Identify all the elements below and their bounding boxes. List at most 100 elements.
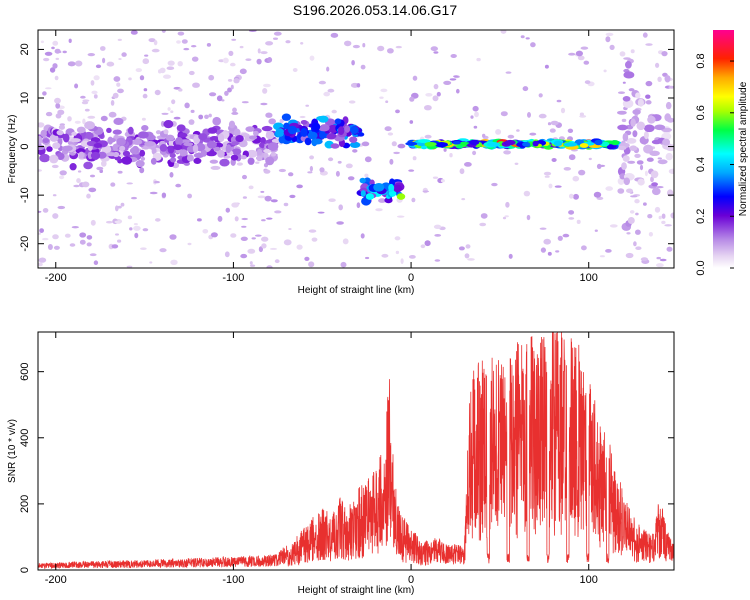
spectrogram-noise-blob bbox=[304, 256, 310, 261]
spectrogram-noise-blob bbox=[599, 255, 605, 258]
spectrogram-signal-blob bbox=[553, 140, 563, 147]
spectrogram-noise-blob bbox=[443, 80, 452, 85]
spectrogram-signal-blob bbox=[283, 122, 290, 130]
spectrogram-noise-blob bbox=[154, 89, 161, 96]
spectrogram-noise-blob bbox=[400, 258, 404, 264]
spectrogram-noise-blob bbox=[622, 81, 626, 84]
spectrogram-noise-blob bbox=[266, 265, 273, 268]
spectrogram-signal-blob bbox=[312, 122, 321, 131]
spectrogram-signal-blob bbox=[259, 142, 265, 149]
spectrogram-signal-blob bbox=[334, 118, 342, 125]
spectrogram-noise-blob bbox=[82, 118, 86, 125]
spectrogram-noise-blob bbox=[345, 163, 353, 169]
spectrogram-noise-blob bbox=[384, 126, 392, 132]
spectrogram-noise-blob bbox=[67, 61, 76, 67]
spectrogram-noise-blob bbox=[184, 102, 190, 109]
spectrogram-noise-blob bbox=[128, 77, 132, 81]
spectrogram-noise-blob bbox=[395, 45, 402, 49]
spectrogram-signal-blob bbox=[623, 177, 630, 186]
spectrogram-signal-blob bbox=[225, 144, 232, 154]
spectrogram-signal-blob bbox=[649, 150, 660, 156]
spectrogram-noise-blob bbox=[377, 45, 385, 52]
spectrogram-noise-blob bbox=[106, 61, 115, 67]
spectrogram-signal-blob bbox=[116, 137, 126, 146]
spectrogram-noise-blob bbox=[283, 202, 289, 207]
spectrogram-noise-blob bbox=[348, 100, 356, 104]
spectrogram-signal-blob bbox=[246, 149, 258, 158]
spectrogram-noise-blob bbox=[500, 111, 508, 117]
spectrogram-noise-blob bbox=[100, 46, 106, 51]
spectrogram-noise-blob bbox=[265, 41, 274, 46]
spectrogram-noise-blob bbox=[603, 69, 607, 73]
spectrogram-noise-blob bbox=[317, 211, 325, 214]
spectrogram-noise-blob bbox=[110, 182, 116, 187]
snr-y-tick-label: 200 bbox=[19, 495, 31, 513]
spectrogram-noise-blob bbox=[351, 60, 355, 66]
spectrogram-noise-blob bbox=[433, 224, 442, 229]
spectrogram-noise-blob bbox=[381, 253, 389, 258]
spectrogram-noise-blob bbox=[216, 95, 223, 102]
spectrogram-noise-blob bbox=[209, 92, 217, 97]
spectrogram-noise-blob bbox=[80, 95, 86, 99]
spectrogram-noise-blob bbox=[191, 45, 197, 48]
spectrogram-noise-blob bbox=[241, 225, 247, 228]
spectrogram-noise-blob bbox=[261, 236, 269, 242]
spectrogram-noise-blob bbox=[131, 196, 137, 200]
spectrogram-noise-blob bbox=[120, 202, 125, 207]
spectrogram-noise-blob bbox=[139, 167, 145, 174]
spectrogram-noise-blob bbox=[133, 223, 138, 226]
spectrogram-noise-blob bbox=[153, 180, 160, 184]
spectrogram-signal-blob bbox=[594, 139, 603, 146]
spectrogram-signal-blob bbox=[486, 142, 501, 147]
spectrogram-noise-blob bbox=[117, 205, 122, 209]
spectrogram-signal-blob bbox=[168, 139, 175, 147]
spectrogram-noise-blob bbox=[62, 50, 67, 54]
spectrogram-signal-blob bbox=[349, 141, 361, 148]
spectrogram-noise-blob bbox=[257, 195, 266, 199]
spectrogram-noise-blob bbox=[38, 210, 42, 213]
spectrogram-noise-blob bbox=[635, 212, 639, 216]
spectrogram-signal-blob bbox=[606, 144, 614, 150]
spectrogram-signal-blob bbox=[647, 115, 656, 124]
colorbar-gradient bbox=[713, 30, 734, 268]
spectrogram-noise-blob bbox=[547, 122, 552, 126]
spectrogram-noise-blob bbox=[44, 87, 52, 90]
snr-x-tick-label: 0 bbox=[408, 574, 414, 586]
spectrogram-noise-blob bbox=[188, 70, 195, 76]
spectrogram-noise-blob bbox=[149, 261, 153, 264]
spectrogram-noise-blob bbox=[605, 186, 613, 191]
spectrogram-noise-blob bbox=[51, 46, 55, 50]
spectrogram-noise-blob bbox=[470, 115, 474, 119]
spectrogram-noise-blob bbox=[453, 75, 459, 78]
spectrogram-signal-blob bbox=[46, 146, 53, 152]
snr-y-tick-label: 600 bbox=[19, 362, 31, 380]
spectrogram-noise-blob bbox=[576, 219, 581, 224]
spectrogram-signal-blob bbox=[300, 127, 308, 137]
spectrogram-noise-blob bbox=[491, 182, 498, 187]
spectrogram-noise-blob bbox=[204, 114, 209, 120]
spectrogram-noise-blob bbox=[288, 228, 292, 230]
spectrogram-noise-blob bbox=[57, 109, 65, 116]
spectrogram-noise-blob bbox=[134, 232, 139, 239]
spectrogram-noise-blob bbox=[633, 241, 637, 247]
colorbar-ticks: 0.0 0.2 0.4 0.6 0.8 bbox=[695, 53, 734, 276]
spectrogram-signal-blob bbox=[62, 133, 70, 143]
spectrogram-signal-blob bbox=[176, 124, 186, 132]
spectrogram-signal-blob bbox=[49, 134, 59, 142]
spectrogram-signal-blob bbox=[319, 130, 326, 140]
spectrogram-noise-blob bbox=[233, 78, 240, 84]
spectrogram-noise-blob bbox=[538, 93, 543, 98]
spectrogram-noise-blob bbox=[82, 181, 90, 188]
spectrogram-noise-blob bbox=[364, 173, 369, 178]
spectrogram-signal-blob bbox=[261, 125, 273, 132]
spectrogram-noise-blob bbox=[568, 154, 576, 161]
spectrogram-noise-blob bbox=[375, 208, 383, 212]
spectrogram-noise-blob bbox=[472, 105, 479, 112]
spectrogram-noise-blob bbox=[245, 58, 252, 61]
spectrogram-noise-blob bbox=[656, 256, 661, 260]
spectrogram-signal-blob bbox=[193, 157, 202, 164]
spectrogram-noise-blob bbox=[335, 170, 340, 177]
spectrogram-noise-blob bbox=[326, 66, 330, 72]
spectrogram-noise-blob bbox=[395, 109, 400, 114]
spectrogram-noise-blob bbox=[309, 165, 313, 172]
